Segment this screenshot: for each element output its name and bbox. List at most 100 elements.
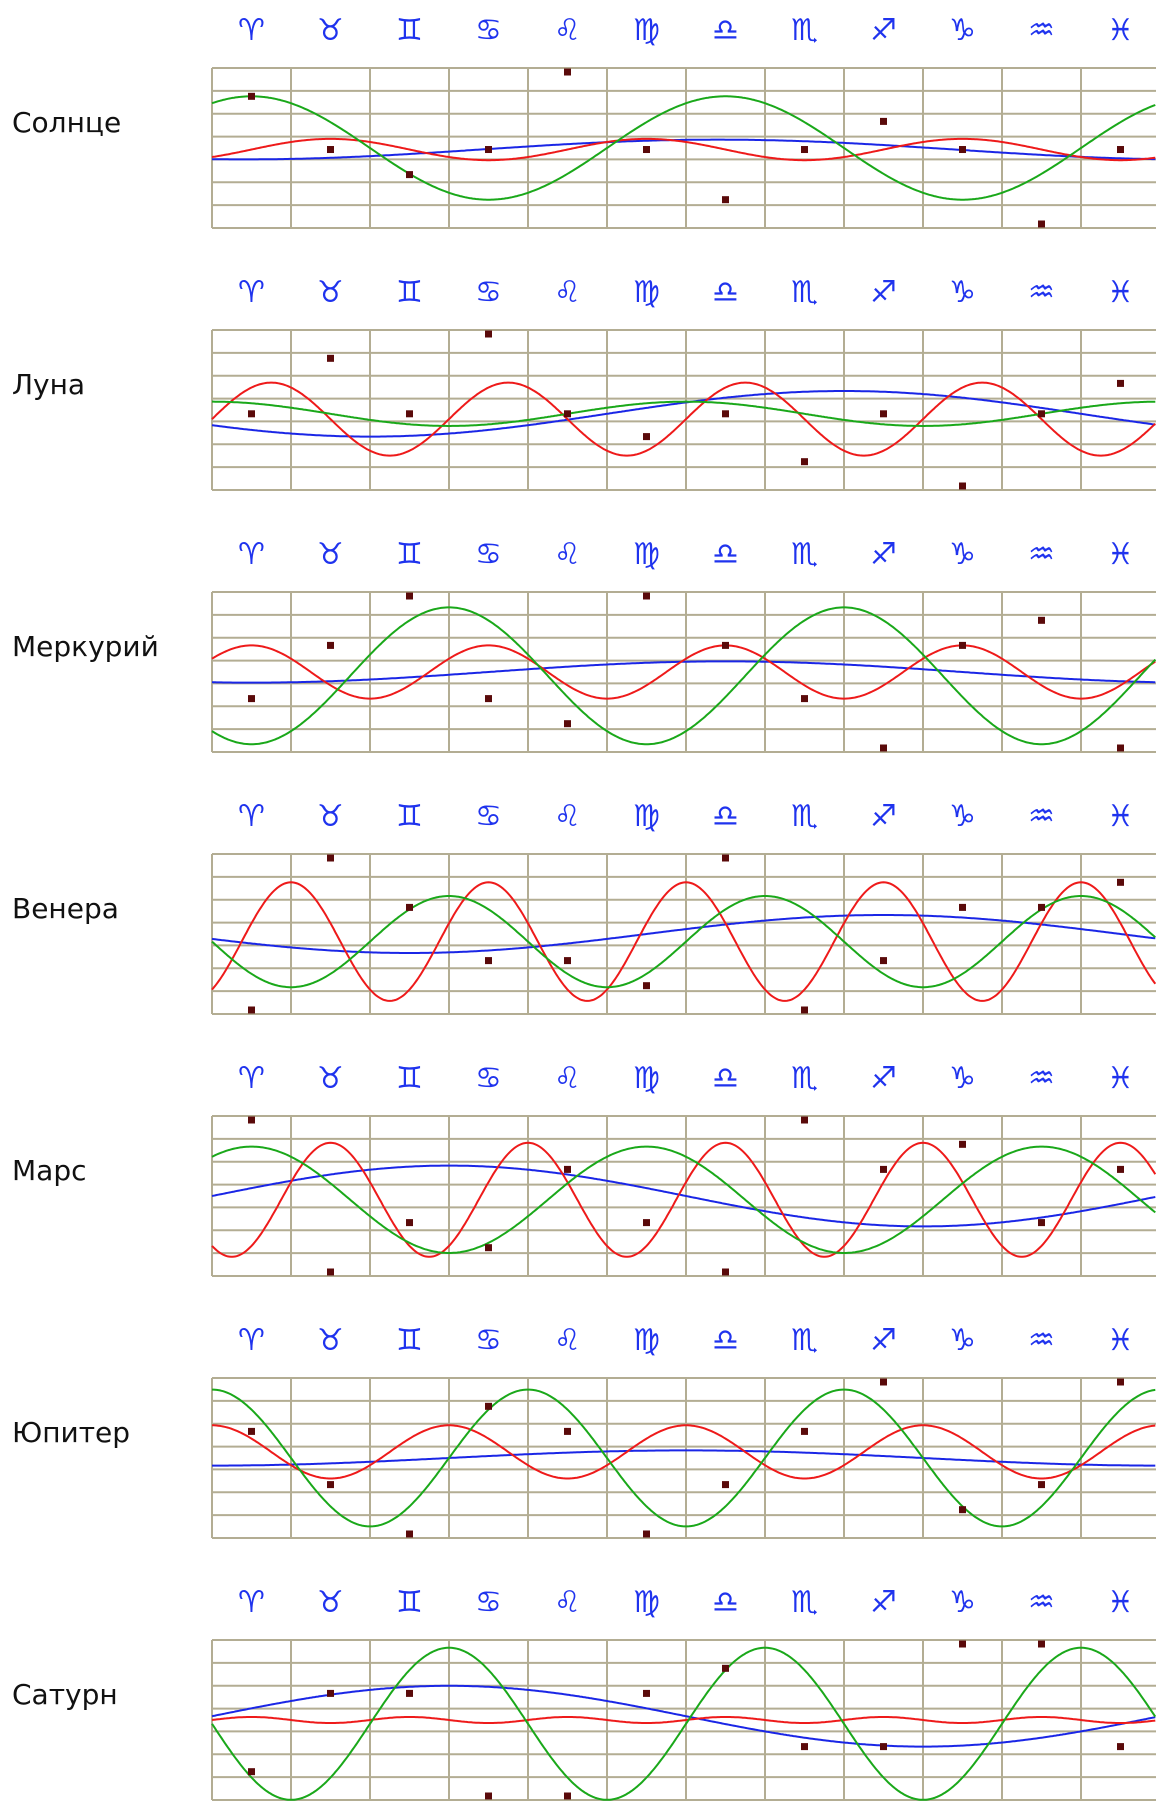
data-marker <box>959 482 966 490</box>
zodiac-sign-glyph: ♋ <box>475 1585 502 1620</box>
data-marker <box>722 641 729 649</box>
data-marker <box>1117 744 1124 752</box>
chart-grid <box>211 329 1156 491</box>
zodiac-sign-glyph: ♓ <box>1107 1061 1134 1096</box>
zodiac-sign-glyph: ♒ <box>1028 1585 1055 1620</box>
zodiac-sign-glyph: ♏ <box>791 799 818 834</box>
zodiac-sign-glyph: ♉ <box>317 1323 344 1358</box>
zodiac-sign-glyph: ♑ <box>949 1061 976 1096</box>
chart-grid <box>211 853 1156 1015</box>
data-marker <box>564 720 571 728</box>
series-line-blue <box>212 138 1156 161</box>
series-line-green <box>211 1646 1156 1801</box>
zodiac-sign-glyph: ♍ <box>633 1585 660 1620</box>
zodiac-sign-glyph: ♈ <box>238 275 265 310</box>
zodiac-sign-glyph: ♍ <box>633 13 660 48</box>
data-marker <box>1038 1481 1045 1489</box>
zodiac-sign-glyph: ♓ <box>1107 799 1134 834</box>
data-marker <box>406 592 413 600</box>
data-marker <box>248 1768 255 1776</box>
zodiac-sign-glyph: ♍ <box>633 537 660 572</box>
data-marker <box>643 1689 650 1697</box>
data-marker <box>564 1165 571 1173</box>
data-marker <box>643 1530 650 1538</box>
zodiac-sign-glyph: ♐ <box>870 799 897 834</box>
zodiac-sign-glyph: ♓ <box>1107 1323 1134 1358</box>
planet-label: Марс <box>12 1154 86 1187</box>
zodiac-sign-glyph: ♍ <box>633 799 660 834</box>
data-marker <box>485 330 492 338</box>
data-marker <box>722 854 729 862</box>
data-marker <box>248 410 255 418</box>
zodiac-sign-glyph: ♉ <box>317 13 344 48</box>
planet-label: Сатурн <box>12 1678 118 1711</box>
series-line-blue <box>211 1164 1156 1228</box>
data-marker <box>801 458 808 466</box>
zodiac-sign-glyph: ♉ <box>317 799 344 834</box>
planet-chart: Солнце ♈ ♉ ♊ ♋ ♌ ♍ ♎ ♏ ♐ ♑ ♒ ♓ <box>12 13 1156 229</box>
data-marker <box>722 196 729 204</box>
zodiac-sign-glyph: ♌ <box>554 1061 581 1096</box>
series-line-red <box>211 1141 1156 1258</box>
planet-chart: Сатурн ♈ ♉ ♊ ♋ ♌ ♍ ♎ ♏ ♐ ♑ ♒ ♓ <box>12 1585 1156 1801</box>
zodiac-sign-glyph: ♎ <box>712 13 739 48</box>
zodiac-sign-glyph: ♏ <box>791 275 818 310</box>
data-marker <box>959 146 966 154</box>
zodiac-sign-glyph: ♈ <box>238 537 265 572</box>
data-marker <box>643 146 650 154</box>
zodiac-sign-glyph: ♊ <box>396 1061 423 1096</box>
data-marker <box>485 1792 492 1800</box>
data-marker <box>406 1689 413 1697</box>
data-marker <box>801 695 808 703</box>
zodiac-sign-glyph: ♒ <box>1028 275 1055 310</box>
zodiac-sign-glyph: ♈ <box>238 13 265 48</box>
planet-label: Юпитер <box>12 1416 130 1449</box>
zodiac-sign-glyph: ♒ <box>1028 1061 1055 1096</box>
chart-grid <box>211 67 1156 229</box>
zodiac-sign-glyph: ♈ <box>238 1061 265 1096</box>
series-line-green <box>211 895 1156 989</box>
data-marker <box>1038 410 1045 418</box>
data-marker <box>327 1268 334 1276</box>
data-marker <box>485 1402 492 1410</box>
data-marker <box>564 410 571 418</box>
data-marker <box>722 1268 729 1276</box>
data-marker <box>880 117 887 125</box>
zodiac-sign-glyph: ♎ <box>712 1323 739 1358</box>
zodiac-sign-glyph: ♒ <box>1028 13 1055 48</box>
zodiac-sign-glyph: ♉ <box>317 537 344 572</box>
zodiac-sign-glyph: ♌ <box>554 1585 581 1620</box>
series-line-blue <box>212 1449 1156 1467</box>
data-marker <box>801 1427 808 1435</box>
zodiac-sign-glyph: ♌ <box>554 799 581 834</box>
zodiac-sign-glyph: ♏ <box>791 1585 818 1620</box>
zodiac-sign-glyph: ♍ <box>633 275 660 310</box>
zodiac-sign-glyph: ♏ <box>791 1323 818 1358</box>
zodiac-sign-glyph: ♑ <box>949 275 976 310</box>
data-marker <box>248 695 255 703</box>
data-marker <box>1117 379 1124 387</box>
zodiac-sign-glyph: ♓ <box>1107 13 1134 48</box>
zodiac-sign-glyph: ♎ <box>712 1585 739 1620</box>
zodiac-sign-glyph: ♋ <box>475 13 502 48</box>
zodiac-sign-glyph: ♊ <box>396 1323 423 1358</box>
series-line-blue <box>211 914 1156 954</box>
series-line-red <box>211 644 1156 700</box>
data-marker <box>248 1116 255 1124</box>
zodiac-sign-glyph: ♋ <box>475 1323 502 1358</box>
data-marker <box>327 354 334 362</box>
chart-grid <box>211 1377 1156 1539</box>
data-marker <box>1117 146 1124 154</box>
data-marker <box>722 410 729 418</box>
series-line-blue <box>212 660 1156 684</box>
planet-chart: Юпитер ♈ ♉ ♊ ♋ ♌ ♍ ♎ ♏ ♐ ♑ ♒ ♓ <box>12 1323 1156 1539</box>
data-marker <box>801 1006 808 1014</box>
zodiac-sign-glyph: ♐ <box>870 1323 897 1358</box>
data-marker <box>880 410 887 418</box>
data-marker <box>1117 1378 1124 1386</box>
zodiac-sign-glyph: ♋ <box>475 799 502 834</box>
zodiac-sign-glyph: ♉ <box>317 1585 344 1620</box>
series-line-green <box>211 95 1156 201</box>
zodiac-sign-glyph: ♎ <box>712 799 739 834</box>
series-line-blue <box>211 1684 1156 1748</box>
